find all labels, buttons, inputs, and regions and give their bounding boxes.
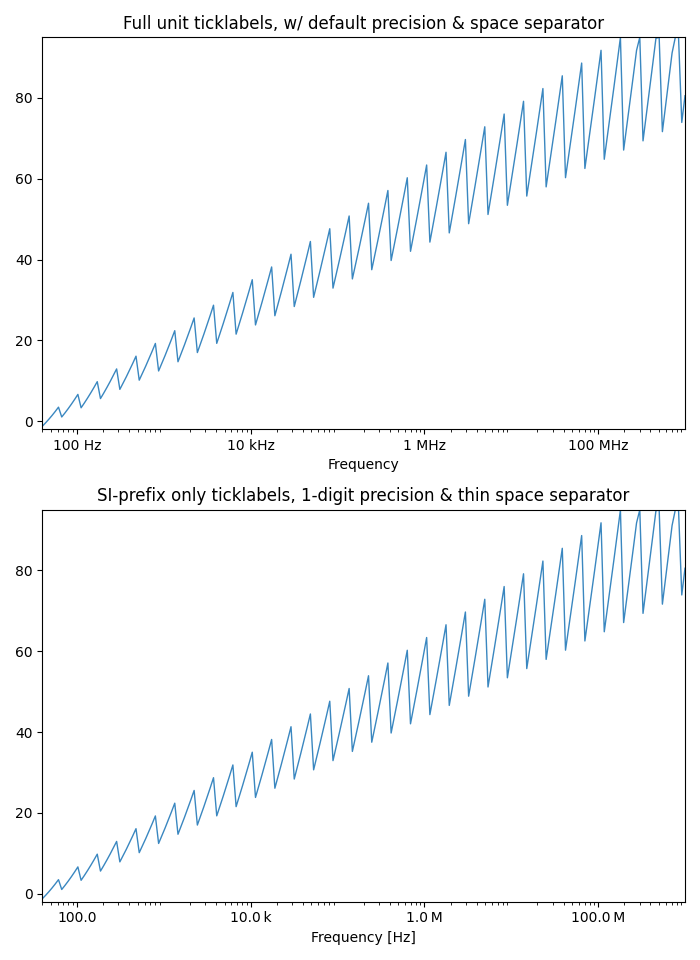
X-axis label: Frequency [Hz]: Frequency [Hz] (312, 931, 416, 945)
X-axis label: Frequency: Frequency (328, 459, 400, 472)
Title: SI-prefix only ticklabels, 1-digit precision & thin space separator: SI-prefix only ticklabels, 1-digit preci… (97, 488, 630, 506)
Title: Full unit ticklabels, w/ default precision & space separator: Full unit ticklabels, w/ default precisi… (123, 15, 604, 33)
